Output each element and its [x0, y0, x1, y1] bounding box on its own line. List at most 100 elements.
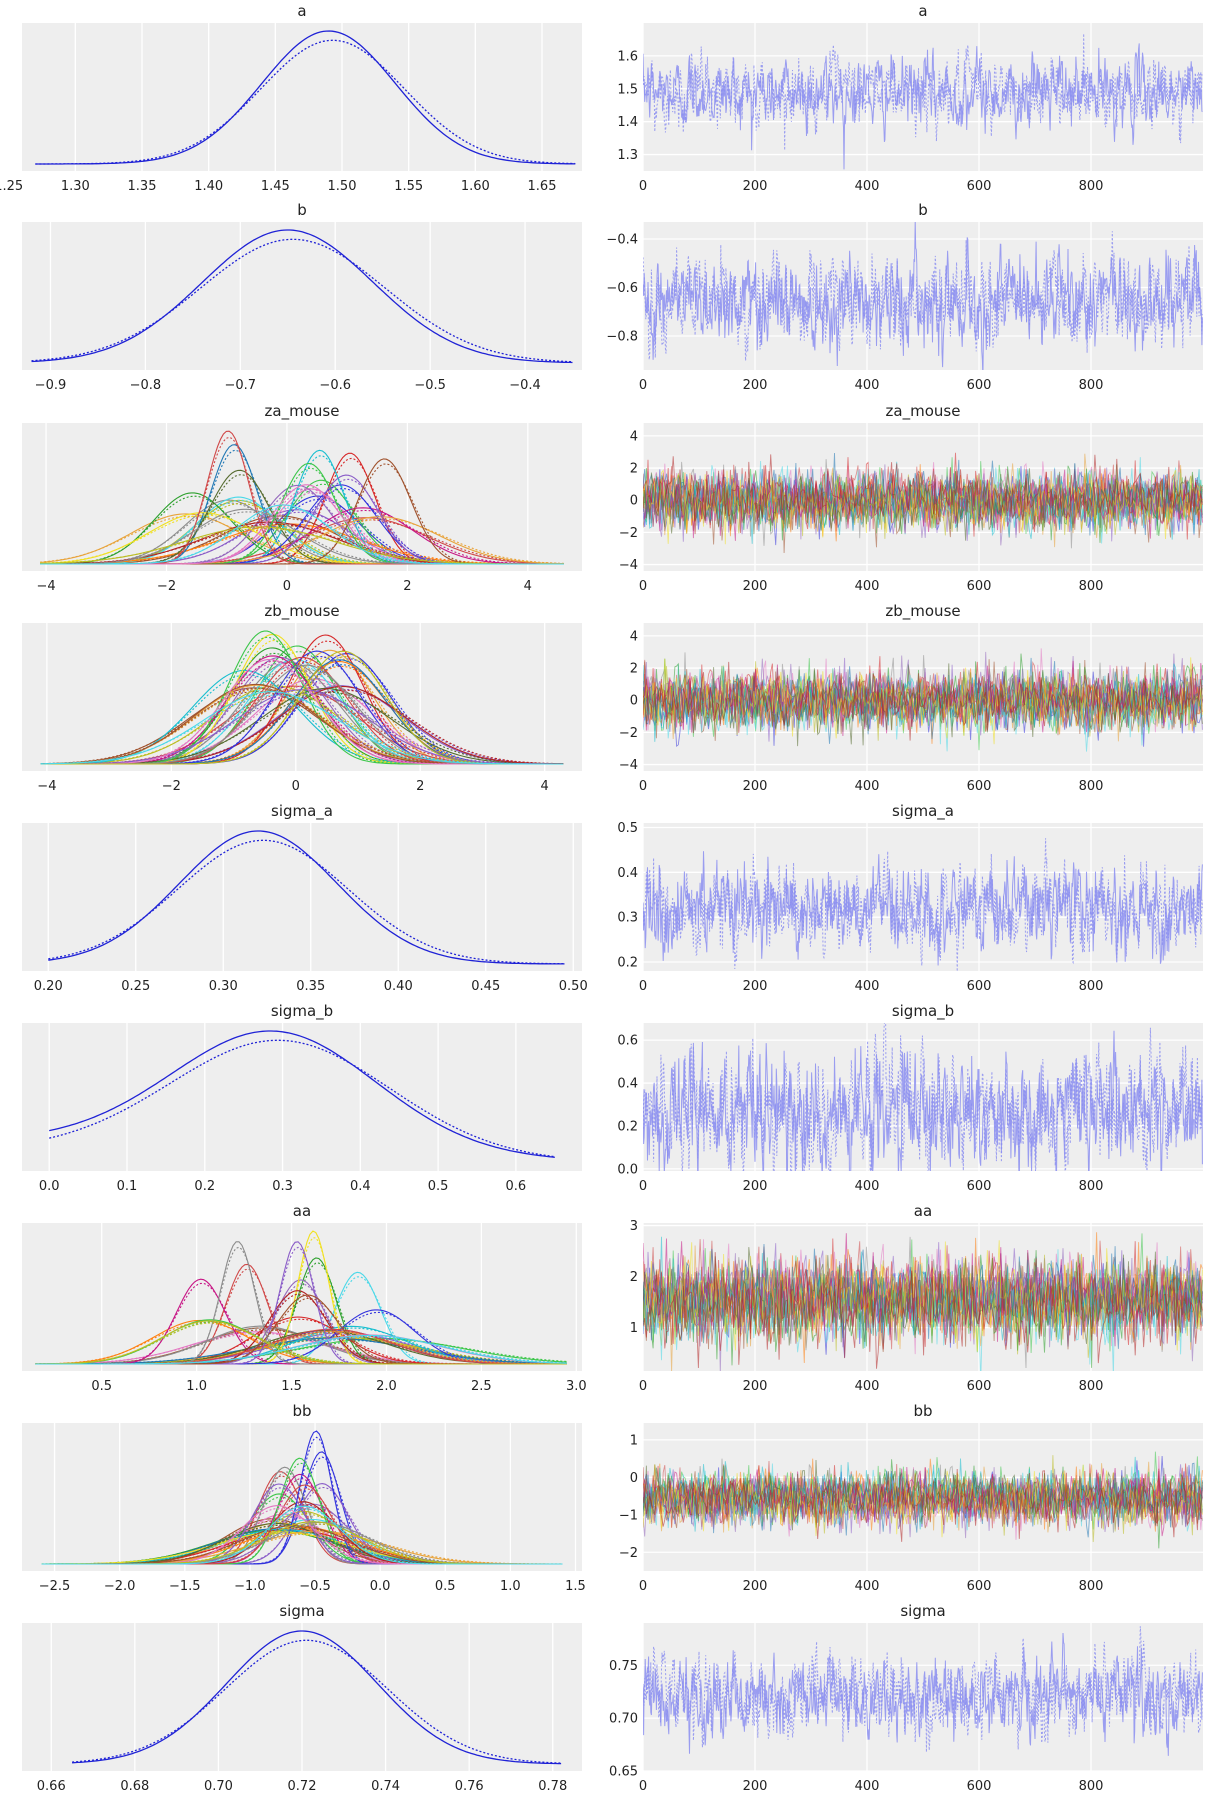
x-tick-label: 3.0	[566, 1379, 587, 1394]
a-kde-panel: 1.25 1.30 1.35 1.40 1.45 1.50 1.55 1.60 1.65 a	[0, 2, 582, 194]
kde-chain-2	[31, 238, 573, 363]
subplot-title: sigma	[279, 1602, 324, 1620]
kde-chain-1	[72, 1630, 562, 1765]
trace-series	[643, 468, 1203, 541]
x-tick-label: 400	[855, 1779, 880, 1794]
kde-series	[40, 449, 564, 565]
sigma_a-trace-panel: 0 200 400 600 800 sigma_a 0.2 0.3 0.4 0.5	[617, 802, 1203, 994]
y-tick-label: −2	[619, 1546, 638, 1561]
x-tick-label: 0	[639, 1579, 647, 1594]
y-tick-label: −0.4	[606, 232, 638, 247]
x-tick-label: 400	[855, 779, 880, 794]
subplot-title: a	[297, 2, 306, 20]
x-tick-label: 2	[416, 779, 424, 794]
subplot-title: zb_mouse	[264, 602, 339, 621]
x-tick-label: −0.4	[509, 378, 541, 393]
x-tick-label: 0.3	[272, 1179, 293, 1194]
x-tick-label: 0	[639, 1179, 647, 1194]
y-tick-label: 1.6	[617, 49, 638, 64]
x-tick-label: 0.76	[455, 1779, 484, 1794]
x-tick-label: 800	[1079, 1179, 1104, 1194]
y-tick-label: 0.3	[617, 911, 638, 926]
x-tick-label: 0	[283, 579, 291, 594]
kde-chain-2	[48, 839, 565, 965]
y-tick-label: 0	[630, 1471, 638, 1486]
x-tick-label: 0.70	[204, 1779, 233, 1794]
x-tick-label: 400	[855, 378, 880, 393]
subplot-title: sigma	[900, 1602, 945, 1620]
x-tick-label: 400	[855, 1579, 880, 1594]
x-tick-label: 600	[967, 1579, 992, 1594]
x-tick-label: 1.5	[565, 1579, 586, 1594]
x-tick-label: 0	[639, 979, 647, 994]
kde-series	[40, 656, 564, 765]
kde-series	[40, 689, 564, 765]
trace-series	[643, 661, 1203, 741]
x-tick-label: 0	[639, 579, 647, 594]
subplot-title: zb_mouse	[885, 602, 960, 621]
x-tick-label: 800	[1079, 1579, 1104, 1594]
y-tick-label: 0.2	[617, 1119, 638, 1134]
x-tick-label: −2.5	[39, 1579, 71, 1594]
a-trace-panel: 0 200 400 600 800 a 1.3 1.4 1.5 1.6	[617, 2, 1203, 194]
trace-chain-2	[643, 231, 1203, 361]
plot-area	[22, 222, 582, 370]
x-tick-label: 200	[743, 779, 768, 794]
x-tick-label: 0.6	[506, 1179, 527, 1194]
trace-series	[643, 657, 1203, 744]
x-tick-label: −0.9	[35, 378, 67, 393]
trace-series	[643, 657, 1203, 745]
x-tick-label: −2	[157, 579, 176, 594]
x-tick-label: 800	[1079, 979, 1104, 994]
subplot-title: bb	[913, 1402, 932, 1420]
x-tick-label: 200	[743, 1379, 768, 1394]
y-tick-label: 0.65	[609, 1765, 638, 1780]
kde-chain-1	[48, 830, 565, 965]
kde-series	[41, 1528, 563, 1565]
x-tick-label: 4	[541, 779, 549, 794]
x-tick-label: −4	[37, 779, 56, 794]
kde-series	[40, 690, 564, 765]
trace-chain-1	[643, 1030, 1203, 1171]
y-tick-label: −4	[619, 558, 638, 573]
y-tick-label: 0.5	[617, 821, 638, 836]
zb_mouse-kde-panel: −4 −2 0 2 4 zb_mouse	[22, 602, 582, 794]
y-tick-label: 0.70	[609, 1712, 638, 1727]
x-tick-label: 0.25	[121, 979, 150, 994]
y-tick-label: 0.4	[617, 1077, 638, 1092]
x-tick-label: −1.5	[169, 1579, 201, 1594]
kde-series	[40, 688, 564, 765]
x-tick-label: 200	[743, 1179, 768, 1194]
x-tick-label: 0.0	[370, 1579, 391, 1594]
y-tick-label: 0.75	[609, 1659, 638, 1674]
x-tick-label: 1.5	[281, 1379, 302, 1394]
kde-series	[40, 640, 564, 765]
x-tick-label: 0.2	[194, 1179, 215, 1194]
x-tick-label: 0.40	[384, 979, 413, 994]
x-tick-label: −1.0	[234, 1579, 266, 1594]
kde-chain-1	[31, 229, 573, 364]
kde-series	[41, 1487, 563, 1565]
trace-chain-1	[643, 1632, 1203, 1756]
x-tick-label: 1.65	[528, 179, 557, 194]
x-tick-label: 600	[967, 1779, 992, 1794]
x-tick-label: 2	[403, 579, 411, 594]
x-tick-label: 0.45	[471, 979, 500, 994]
subplot-title: aa	[293, 1202, 311, 1220]
y-tick-label: 0.4	[617, 866, 638, 881]
x-tick-label: 1.0	[500, 1579, 521, 1594]
y-tick-label: 4	[630, 429, 638, 444]
x-tick-label: 800	[1079, 779, 1104, 794]
y-tick-label: 1	[630, 1433, 638, 1448]
x-tick-label: 400	[855, 1379, 880, 1394]
aa-kde-panel: 0.5 1.0 1.5 2.0 2.5 3.0 aa	[22, 1202, 587, 1394]
bb-kde-panel: −2.5 −2.0 −1.5 −1.0 −0.5 0.0 0.5 1.0 1.5 bb	[22, 1402, 586, 1594]
trace-series	[643, 454, 1203, 535]
subplot-title: sigma_b	[892, 1002, 954, 1021]
x-tick-label: 0.68	[120, 1779, 149, 1794]
y-tick-label: −2	[619, 526, 638, 541]
sigma-trace-panel: 0 200 400 600 800 sigma 0.65 0.70 0.75	[609, 1602, 1203, 1794]
x-tick-label: 200	[743, 378, 768, 393]
aa-trace-panel: 0 200 400 600 800 aa 1 2 3	[630, 1202, 1203, 1394]
x-tick-label: 0.74	[371, 1779, 400, 1794]
